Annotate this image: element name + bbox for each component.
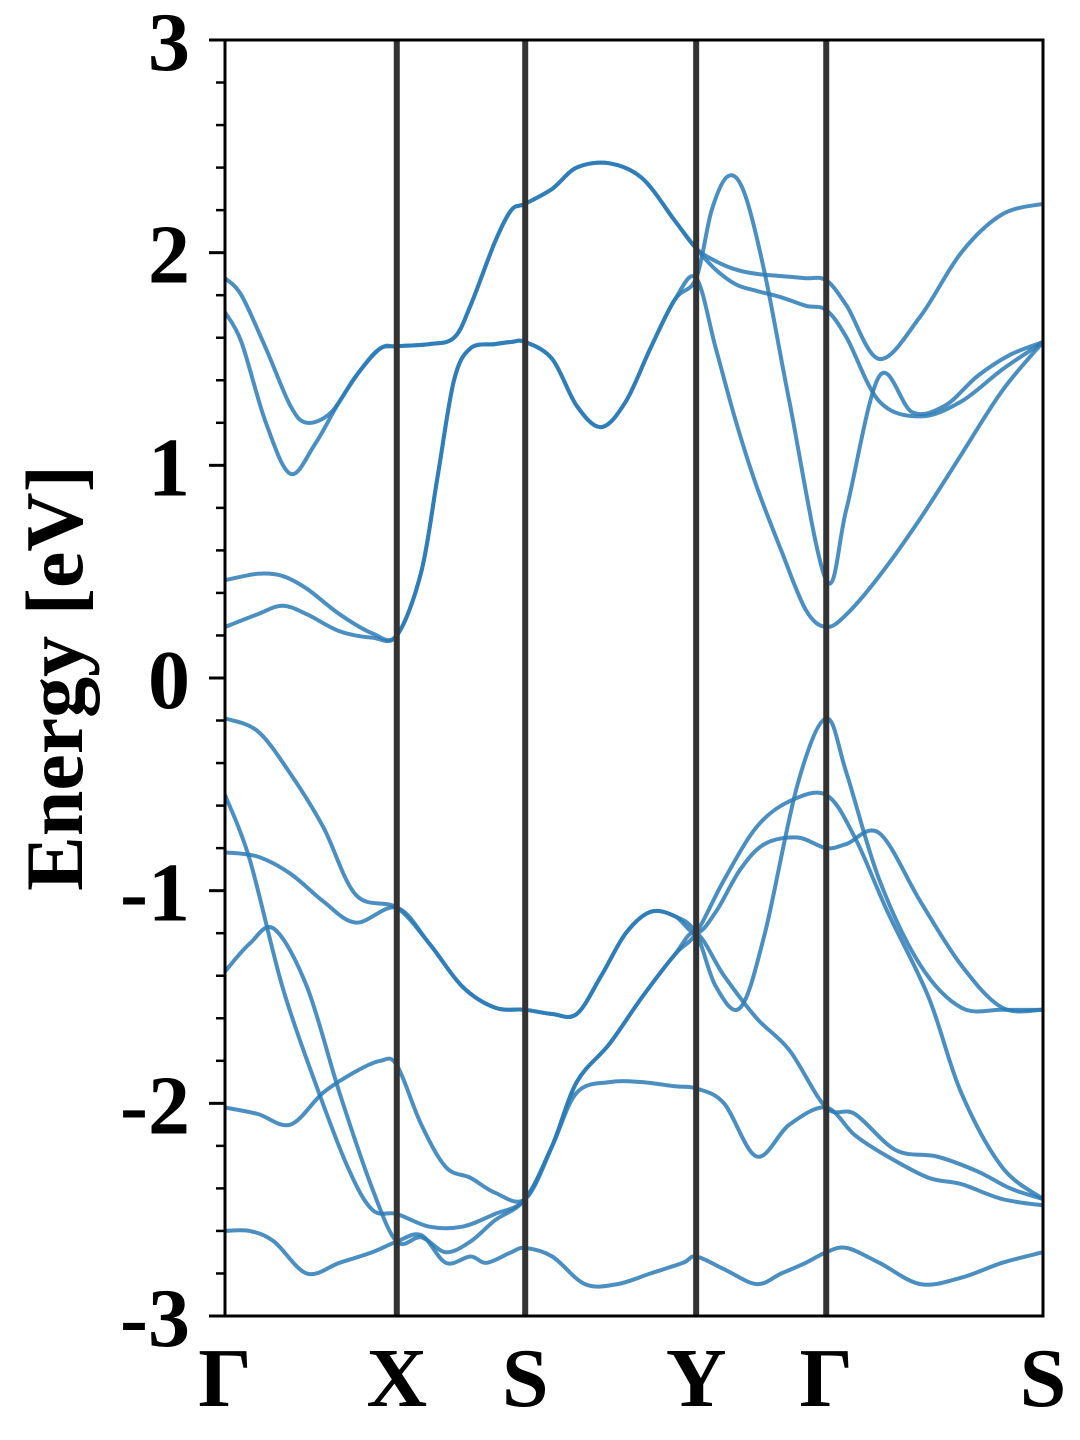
band-line-9 — [225, 933, 1043, 1202]
y-tick-label-3: 1 — [148, 421, 190, 514]
bands-layer — [225, 163, 1043, 1287]
y-tick-label-6: -2 — [120, 1059, 190, 1152]
band-line-8 — [225, 793, 1043, 1253]
band-line-6 — [225, 718, 1043, 1017]
x-tick-label-6: S — [1020, 1332, 1067, 1425]
x-tick-label-4: Y — [666, 1332, 727, 1425]
y-tick-label-4: 0 — [148, 634, 190, 727]
x-tick-label-5: Γ — [800, 1332, 853, 1425]
y-axis-ticks — [209, 40, 225, 1316]
kpath-lines — [397, 40, 826, 1316]
y-axis-tick-labels: 3 2 1 0 -1 -2 -3 — [120, 0, 190, 1365]
y-tick-label-7: -3 — [120, 1272, 190, 1365]
band-line-10 — [225, 1230, 1043, 1286]
x-tick-label-3: S — [502, 1332, 549, 1425]
band-line-5 — [225, 718, 1043, 1017]
y-tick-label-2: 2 — [148, 209, 190, 302]
x-tick-label-1: Γ — [198, 1332, 251, 1425]
band-line-4 — [225, 175, 1043, 640]
y-tick-label-5: -1 — [120, 847, 190, 940]
y-axis-label: Energy [eV] — [9, 465, 100, 891]
y-tick-label-1: 3 — [148, 0, 190, 89]
band-line-2 — [225, 163, 1043, 475]
plot-frame — [225, 40, 1043, 1316]
band-line-3 — [225, 276, 1043, 641]
x-tick-label-2: X — [366, 1332, 427, 1425]
